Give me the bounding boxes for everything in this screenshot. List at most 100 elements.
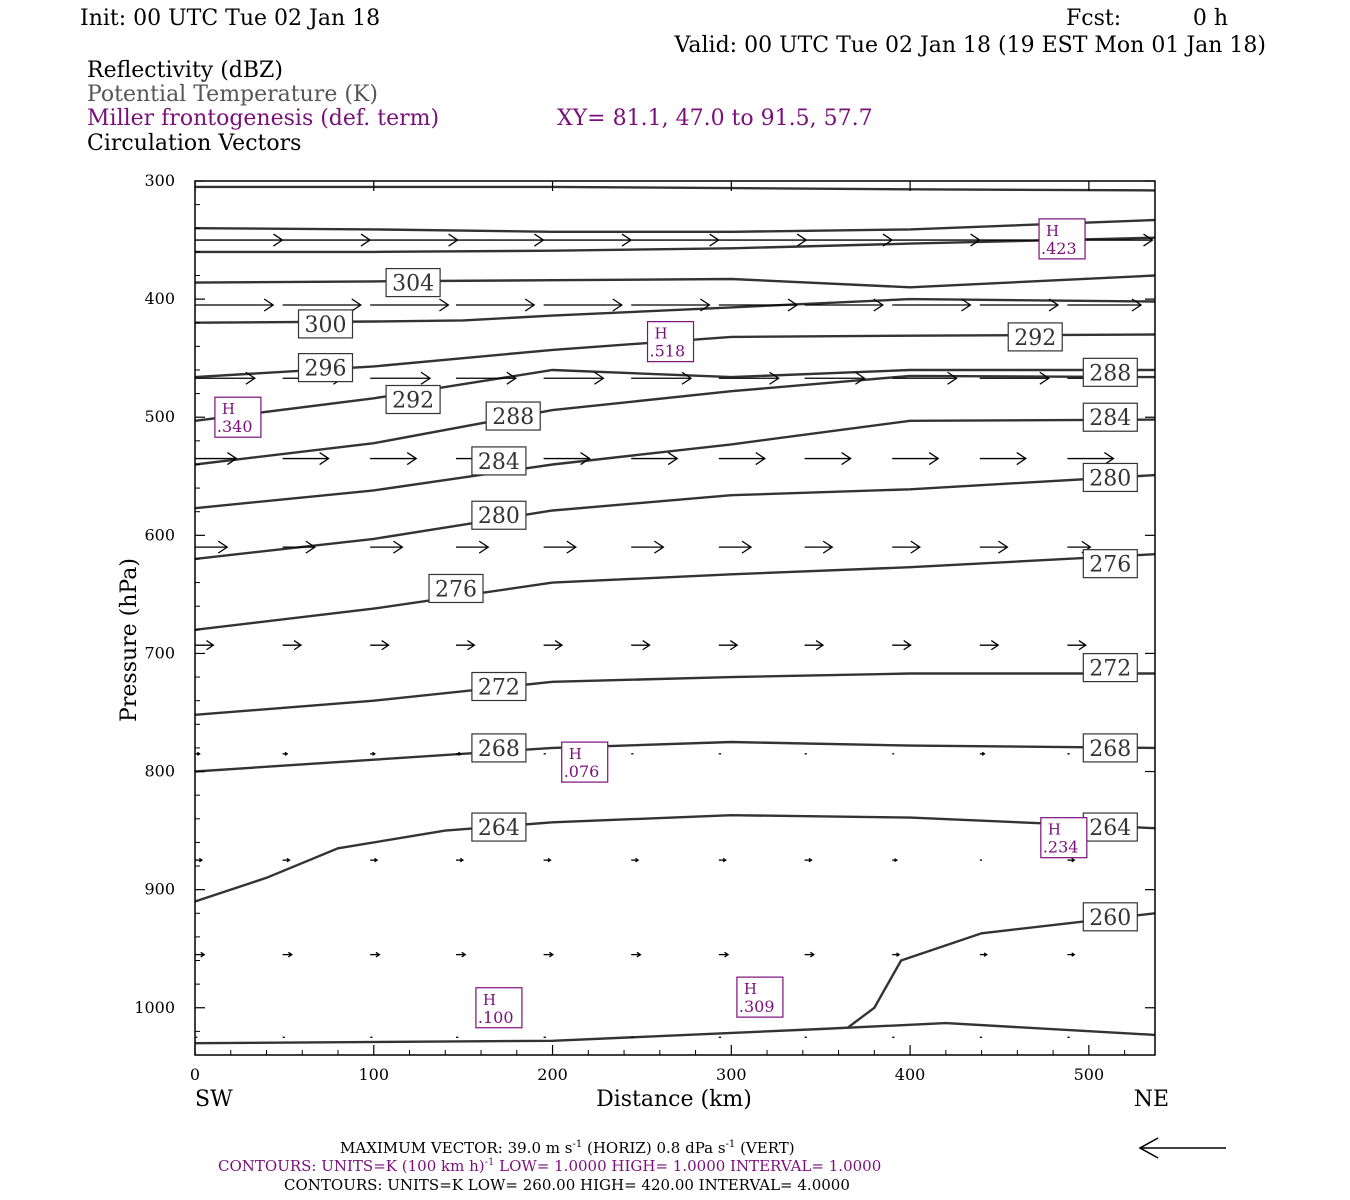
circulation-vector bbox=[282, 751, 289, 756]
svg-text:276: 276 bbox=[435, 577, 477, 602]
svg-text:H: H bbox=[744, 980, 757, 998]
circulation-vector bbox=[1067, 857, 1076, 863]
theta-contour-260 bbox=[195, 740, 1155, 773]
svg-text:H: H bbox=[483, 991, 496, 1009]
theta-label: 304 bbox=[385, 267, 441, 298]
circulation-vector bbox=[282, 951, 293, 958]
circulation-vector bbox=[456, 640, 476, 651]
y-tick-label: 700 bbox=[144, 643, 175, 662]
svg-text:288: 288 bbox=[1089, 361, 1131, 386]
svg-text:272: 272 bbox=[1089, 657, 1131, 682]
axes: 300 400 500 600 700 800 900 1000 0 100 200 300 400 50… bbox=[134, 171, 1155, 1084]
x-tick-label: 0 bbox=[190, 1065, 200, 1084]
theta-contour-304 bbox=[195, 218, 1155, 234]
svg-text:.100: .100 bbox=[478, 1008, 514, 1027]
circulation-vector bbox=[979, 371, 1050, 385]
circulation-vector bbox=[543, 371, 605, 385]
svg-text:284: 284 bbox=[1089, 406, 1131, 431]
circulation-vector bbox=[804, 233, 894, 247]
circulation-vector bbox=[892, 858, 898, 863]
circulation-vector bbox=[804, 951, 815, 958]
svg-text:296: 296 bbox=[305, 357, 347, 382]
circulation-vector bbox=[195, 452, 238, 466]
y-tick-label: 1000 bbox=[134, 998, 175, 1017]
circulation-vector bbox=[282, 540, 316, 554]
circulation-vector bbox=[456, 857, 465, 863]
theta-label: 272 bbox=[1082, 653, 1138, 683]
svg-text:292: 292 bbox=[1014, 326, 1056, 351]
svg-text:276: 276 bbox=[1089, 553, 1131, 578]
frontogenesis-max: H.234 bbox=[1040, 817, 1088, 859]
circulation-vector bbox=[456, 233, 545, 247]
circulation-vector bbox=[979, 540, 1009, 554]
circulation-vector bbox=[892, 298, 972, 312]
theta-label: 276 bbox=[428, 573, 484, 604]
theta-label: 272 bbox=[471, 671, 527, 702]
endpoint-ne: NE bbox=[1134, 1087, 1169, 1112]
theta-label: 292 bbox=[1007, 322, 1063, 352]
svg-text:280: 280 bbox=[478, 504, 520, 529]
reference-vector-arrow bbox=[1138, 1137, 1226, 1159]
circulation-vector bbox=[892, 233, 981, 247]
circulation-vector bbox=[1155, 234, 1240, 246]
field-theta: Potential Temperature (K) bbox=[87, 82, 378, 107]
y-tick-label: 800 bbox=[144, 762, 175, 781]
footer-contours-fronto: CONTOURS: UNITS=K (100 km h)-1 LOW= 1.00… bbox=[218, 1157, 881, 1175]
circulation-vector bbox=[892, 540, 921, 554]
circulation-vector bbox=[718, 951, 730, 958]
svg-text:H: H bbox=[1048, 821, 1061, 839]
circulation-vector bbox=[543, 233, 633, 247]
svg-text:.076: .076 bbox=[564, 762, 600, 781]
circulation-vector bbox=[892, 640, 912, 651]
theta-label: 276 bbox=[1082, 549, 1138, 579]
theta-label: 280 bbox=[1082, 462, 1138, 493]
frontogenesis-max: H.423 bbox=[1038, 218, 1086, 260]
theta-label: 264 bbox=[1082, 812, 1138, 842]
circulation-vector bbox=[370, 371, 432, 385]
frontogenesis-max: H.518 bbox=[646, 321, 695, 363]
circulation-vector bbox=[543, 298, 623, 312]
svg-text:300: 300 bbox=[305, 313, 347, 338]
circulation-vector bbox=[718, 857, 727, 863]
circulation-vector bbox=[456, 298, 536, 312]
x-tick-label: 200 bbox=[537, 1065, 568, 1084]
circulation-vector bbox=[979, 952, 988, 957]
theta-contour-248 bbox=[195, 1021, 1155, 1045]
x-tick-label: 300 bbox=[716, 1065, 747, 1084]
circulation-vector bbox=[370, 951, 381, 958]
circulation-vector bbox=[979, 452, 1027, 466]
footer-max-vector: MAXIMUM VECTOR: 39.0 m s-1 (HORIZ) 0.8 d… bbox=[340, 1139, 795, 1157]
svg-text:.234: .234 bbox=[1043, 838, 1079, 857]
theta-labels: 304 300 296 292 292 288 288 284 284 280 280 276 276 2… bbox=[297, 267, 1138, 932]
circulation-vector bbox=[543, 951, 554, 958]
circulation-vector bbox=[370, 857, 379, 863]
circulation-vector bbox=[631, 233, 720, 247]
circulation-vector bbox=[718, 452, 766, 466]
svg-text:260: 260 bbox=[1089, 906, 1131, 931]
x-tick-label: 500 bbox=[1074, 1065, 1105, 1084]
init-time: Init: 00 UTC Tue 02 Jan 18 bbox=[80, 6, 380, 31]
theta-label: 268 bbox=[1082, 733, 1138, 763]
x-tick-label: 100 bbox=[358, 1065, 389, 1084]
theta-label: 292 bbox=[385, 384, 441, 415]
circulation-vector bbox=[804, 298, 884, 312]
circulation-vector bbox=[282, 298, 362, 312]
y-tick-label: 900 bbox=[144, 880, 175, 899]
circulation-vector bbox=[718, 371, 780, 385]
svg-text:288: 288 bbox=[492, 405, 534, 430]
circulation-vector bbox=[631, 540, 665, 554]
y-tick-label: 500 bbox=[144, 407, 175, 426]
circulation-vector bbox=[892, 952, 901, 957]
svg-text:H: H bbox=[569, 745, 582, 763]
circulation-vector bbox=[370, 298, 450, 312]
circulation-vector bbox=[718, 298, 799, 312]
frontogenesis-max: H.100 bbox=[475, 987, 523, 1029]
frontogenesis-max: H.340 bbox=[214, 396, 262, 438]
circulation-vector bbox=[892, 452, 940, 466]
x-tick-label: 400 bbox=[895, 1065, 926, 1084]
theta-label: 284 bbox=[1082, 402, 1138, 432]
y-tick-label: 600 bbox=[144, 525, 175, 544]
theta-contour-308 bbox=[195, 185, 1155, 192]
